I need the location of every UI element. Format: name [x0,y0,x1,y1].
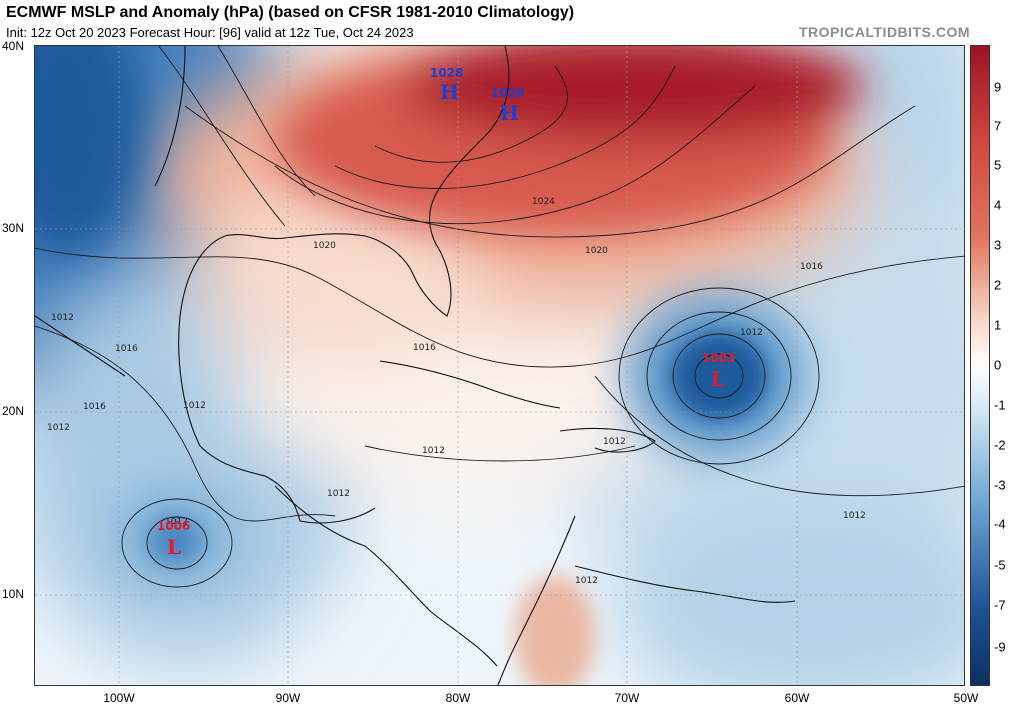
isobar-label: 1012 [740,328,763,338]
svg-text:L: L [711,367,725,391]
longitude-label: 70W [614,691,640,705]
colorbar-label: -7 [994,597,1006,613]
colorbar-label: -9 [994,639,1006,655]
svg-text:1028: 1028 [491,86,524,100]
anomaly-colorbar [970,45,990,686]
anomaly-shading [35,46,964,685]
isobar-contours [35,46,964,588]
colorbar-label: 1 [994,317,1002,333]
colorbar-label: 2 [994,277,1002,293]
colorbar-label: -3 [994,477,1006,493]
isobar-label: 1012 [47,423,70,433]
colorbar-label: 9 [994,79,1002,95]
colorbar-label: -4 [994,516,1006,532]
svg-text:H: H [500,101,519,125]
isobar-label: 1012 [183,401,206,411]
isobar-label: 1012 [422,446,445,456]
isobar-label: 1012 [603,437,626,447]
map-canvas: 1024 1020 1020 1016 1016 1016 1016 1012 … [35,46,964,685]
isobar-label: 1012 [575,576,598,586]
isobar-label: 1020 [585,246,608,256]
colorbar-label: 4 [994,197,1002,213]
colorbar-label: 5 [994,157,1002,173]
map-subtitle: Init: 12z Oct 20 2023 Forecast Hour: [96… [6,25,414,40]
svg-text:1003: 1003 [702,351,735,365]
isobar-label: 1016 [800,262,823,272]
isobar-label: 1020 [313,241,336,251]
isobar-label: 1016 [413,343,436,353]
latitude-label: 20N [2,404,25,418]
colorbar-label: 3 [994,237,1002,253]
low-pressure-center: 1006 L [157,519,190,559]
isobar-label: 1016 [115,344,138,354]
isobar-label: 1012 [327,489,350,499]
colorbar-label: -1 [994,397,1006,413]
brand-watermark: TROPICALTIDBITS.COM [798,24,970,40]
longitude-label: 100W [103,691,135,705]
coastlines [35,46,796,685]
map-panel: 1024 1020 1020 1016 1016 1016 1016 1012 … [34,45,965,686]
low-pressure-center: 1003 L [702,351,735,391]
svg-text:1006: 1006 [157,519,190,533]
isobar-label: 1012 [51,313,74,323]
pressure-centers: 1028 H 1028 H 1003 L 1006 L [157,66,735,559]
svg-text:H: H [440,80,459,104]
longitude-label: 90W [275,691,301,705]
colorbar-label: -5 [994,557,1006,573]
isobar-label: 1012 [165,517,188,527]
isobar-label: 1016 [83,402,106,412]
svg-text:1028: 1028 [430,66,463,80]
isobar-label: 1012 [843,511,866,521]
high-pressure-center: 1028 H [430,66,463,104]
isobar-labels: 1024 1020 1020 1016 1016 1016 1016 1012 … [47,197,866,586]
latitude-label: 40N [2,39,25,53]
latitude-label: 30N [2,221,25,235]
longitude-label: 80W [445,691,471,705]
colorbar-label: 0 [994,357,1002,373]
latitude-label: 10N [2,587,25,601]
colorbar-label: 7 [994,118,1002,134]
colorbar-label: -2 [994,437,1006,453]
high-pressure-center: 1028 H [491,86,524,125]
svg-text:L: L [167,535,181,559]
longitude-label: 60W [784,691,810,705]
isobar-label: 1024 [532,197,555,207]
longitude-label: 50W [953,691,979,705]
graticule [35,46,964,685]
map-title: ECMWF MSLP and Anomaly (hPa) (based on C… [6,4,575,21]
